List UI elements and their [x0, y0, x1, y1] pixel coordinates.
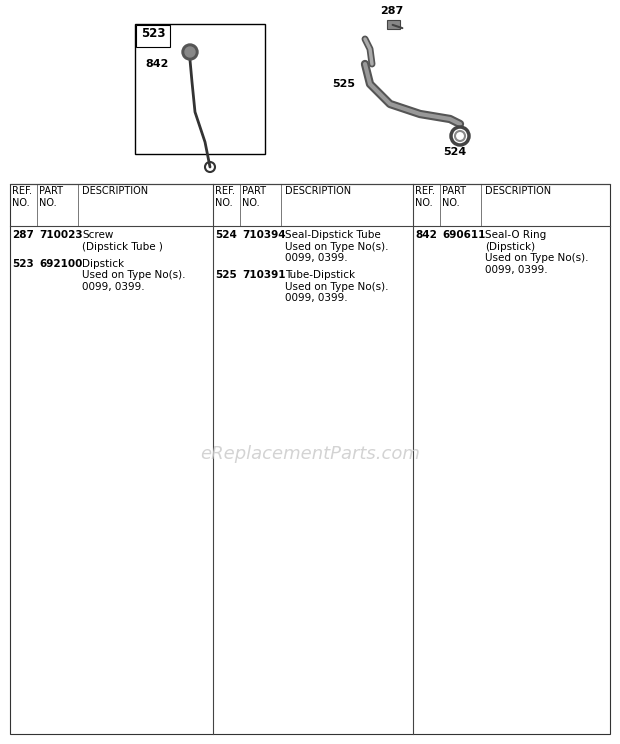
- Text: PART
NO.: PART NO.: [442, 186, 466, 208]
- Text: 525: 525: [215, 270, 237, 280]
- Text: 524: 524: [443, 147, 467, 157]
- Text: Seal-O Ring
(Dipstick)
Used on Type No(s).
0099, 0399.: Seal-O Ring (Dipstick) Used on Type No(s…: [485, 230, 588, 275]
- Text: eReplacementParts.com: eReplacementParts.com: [200, 445, 420, 463]
- Text: 287: 287: [380, 6, 403, 16]
- Text: REF.
NO.: REF. NO.: [215, 186, 235, 208]
- Text: 690611: 690611: [442, 230, 485, 240]
- Text: 523: 523: [141, 27, 166, 40]
- Bar: [10, 184, 610, 734]
- Text: 710023: 710023: [39, 230, 82, 240]
- FancyBboxPatch shape: [386, 19, 399, 28]
- Text: 842: 842: [415, 230, 437, 240]
- Text: DESCRIPTION: DESCRIPTION: [485, 186, 551, 196]
- Circle shape: [182, 44, 198, 60]
- Text: 710394: 710394: [242, 230, 286, 240]
- Text: REF.
NO.: REF. NO.: [12, 186, 32, 208]
- Text: 524: 524: [215, 230, 237, 240]
- Text: 523: 523: [12, 259, 33, 269]
- Text: Tube-Dipstick
Used on Type No(s).
0099, 0399.: Tube-Dipstick Used on Type No(s). 0099, …: [285, 270, 389, 304]
- Text: 692100: 692100: [39, 259, 82, 269]
- FancyBboxPatch shape: [135, 24, 265, 154]
- Text: Seal-Dipstick Tube
Used on Type No(s).
0099, 0399.: Seal-Dipstick Tube Used on Type No(s). 0…: [285, 230, 389, 263]
- Text: PART
NO.: PART NO.: [39, 186, 63, 208]
- Text: 710391: 710391: [242, 270, 285, 280]
- Text: Dipstick
Used on Type No(s).
0099, 0399.: Dipstick Used on Type No(s). 0099, 0399.: [82, 259, 185, 292]
- Text: 842: 842: [145, 59, 169, 69]
- Text: 525: 525: [332, 79, 355, 89]
- Text: DESCRIPTION: DESCRIPTION: [82, 186, 148, 196]
- Text: DESCRIPTION: DESCRIPTION: [285, 186, 351, 196]
- Text: 287: 287: [12, 230, 34, 240]
- Text: Screw
(Dipstick Tube ): Screw (Dipstick Tube ): [82, 230, 163, 251]
- Circle shape: [185, 47, 195, 57]
- Text: REF.
NO.: REF. NO.: [415, 186, 435, 208]
- FancyBboxPatch shape: [136, 25, 170, 47]
- Text: PART
NO.: PART NO.: [242, 186, 266, 208]
